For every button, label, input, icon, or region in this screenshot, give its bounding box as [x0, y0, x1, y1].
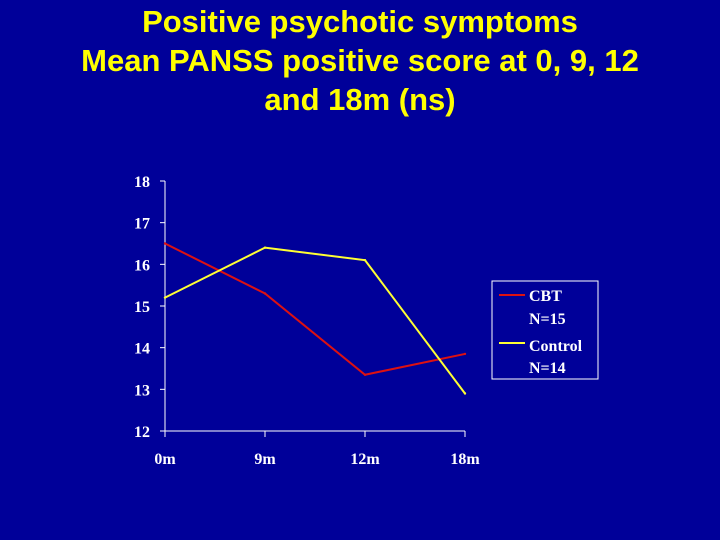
title-line-2: Mean PANSS positive score at 0, 9, 12 — [81, 43, 639, 78]
y-tick-label: 17 — [134, 216, 150, 233]
x-tick-labels: 0m 9m 12m 18m — [154, 451, 480, 468]
series-line-cbt — [164, 242, 466, 376]
x-tick-label: 0m — [154, 451, 176, 468]
x-tick-label: 18m — [450, 451, 480, 468]
title-line-3: and 18m (ns) — [264, 82, 456, 117]
data-point-control — [363, 258, 367, 262]
y-tick-label: 15 — [134, 299, 150, 316]
legend-label-control: Control — [529, 338, 583, 355]
x-tick-label: 9m — [254, 451, 276, 468]
legend-box — [491, 280, 599, 380]
legend-label-cbt: CBT — [529, 288, 562, 305]
series-lines — [163, 242, 467, 395]
legend: CBT N=15 Control N=14 — [491, 280, 599, 380]
series-line-control — [164, 246, 466, 395]
data-point-cbt — [263, 292, 267, 295]
title-line-1: Positive psychotic symptoms — [142, 4, 578, 39]
data-point-control — [163, 296, 167, 299]
slide-title: Positive psychotic symptoms Mean PANSS p… — [0, 2, 720, 119]
y-tick-label: 18 — [134, 174, 150, 191]
legend-sublabel-cbt: N=15 — [529, 311, 566, 328]
data-point-cbt — [163, 242, 167, 245]
data-point-cbt — [363, 373, 367, 376]
y-tick-label: 13 — [134, 382, 150, 399]
data-point-control — [463, 392, 467, 395]
y-tick-label: 16 — [134, 257, 150, 274]
y-tick-labels: 18 17 16 15 14 13 12 — [134, 174, 150, 441]
x-tick-label: 12m — [350, 451, 380, 468]
data-point-control — [263, 246, 267, 249]
chart-axes — [160, 180, 466, 437]
data-point-cbt — [463, 352, 467, 356]
legend-sublabel-control: N=14 — [529, 360, 566, 377]
y-tick-label: 14 — [134, 341, 150, 358]
y-tick-label: 12 — [134, 424, 150, 441]
